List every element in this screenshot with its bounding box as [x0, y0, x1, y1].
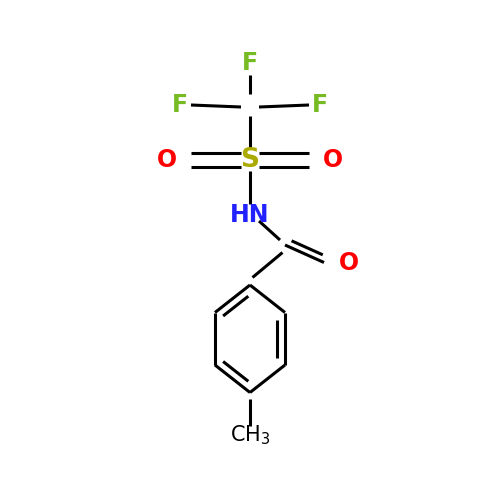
Text: HN: HN: [230, 203, 270, 227]
Text: O: O: [158, 148, 178, 172]
Text: F: F: [312, 93, 328, 117]
Text: O: O: [339, 250, 359, 274]
Text: S: S: [240, 147, 260, 173]
Text: F: F: [172, 93, 188, 117]
Text: O: O: [322, 148, 342, 172]
Text: CH$_3$: CH$_3$: [230, 423, 270, 447]
Text: F: F: [242, 50, 258, 74]
